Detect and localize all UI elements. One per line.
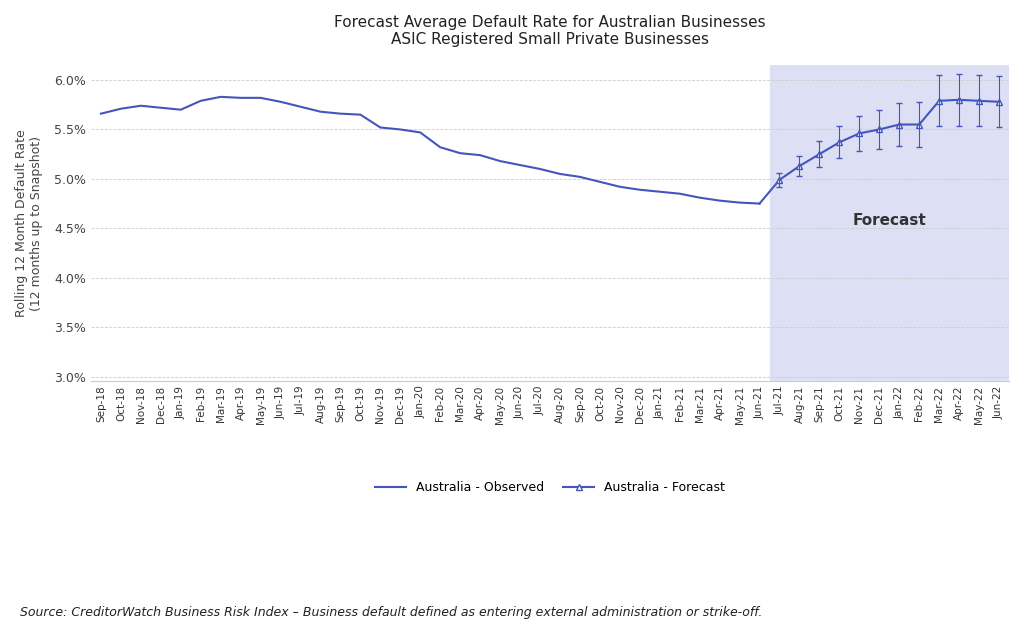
Text: Source: CreditorWatch Business Risk Index – Business default defined as entering: Source: CreditorWatch Business Risk Inde…: [20, 606, 763, 619]
Australia - Observed: [554, 170, 566, 178]
Australia - Observed: [514, 161, 526, 169]
Australia - Observed: [374, 124, 386, 131]
Australia - Observed: [674, 190, 686, 197]
Australia - Observed: [494, 157, 506, 165]
Australia - Observed: [354, 111, 367, 118]
Australia - Forecast: [893, 121, 905, 128]
Title: Forecast Average Default Rate for Australian Businesses
ASIC Registered Small Pr: Forecast Average Default Rate for Austra…: [334, 15, 766, 47]
Australia - Observed: [454, 149, 466, 157]
Australia - Forecast: [933, 97, 945, 104]
Australia - Observed: [254, 94, 266, 101]
Australia - Observed: [594, 178, 606, 185]
Australia - Forecast: [873, 126, 886, 133]
Australia - Observed: [733, 199, 745, 207]
Australia - Forecast: [973, 97, 985, 104]
Australia - Observed: [474, 151, 486, 159]
Bar: [769, 65, 1009, 381]
Australia - Observed: [334, 110, 346, 118]
Australia - Observed: [634, 186, 646, 193]
Australia - Observed: [135, 102, 147, 109]
Legend: Australia - Observed, Australia - Forecast: Australia - Observed, Australia - Foreca…: [370, 476, 730, 499]
Australia - Observed: [394, 126, 407, 133]
Australia - Forecast: [993, 98, 1006, 106]
Australia - Observed: [434, 144, 446, 151]
Australia - Observed: [195, 97, 207, 104]
Australia - Forecast: [913, 121, 926, 128]
Australia - Observed: [95, 110, 108, 118]
Australia - Observed: [714, 197, 726, 205]
Australia - Forecast: [953, 96, 966, 103]
Australia - Observed: [115, 105, 127, 113]
Australia - Forecast: [794, 162, 806, 170]
Australia - Observed: [653, 188, 666, 195]
Australia - Observed: [693, 194, 706, 202]
Text: Forecast: Forecast: [852, 213, 926, 228]
Australia - Forecast: [813, 151, 825, 158]
Australia - Observed: [534, 165, 546, 173]
Australia - Forecast: [773, 176, 785, 183]
Australia - Observed: [234, 94, 247, 101]
Australia - Observed: [215, 93, 227, 101]
Australia - Observed: [314, 108, 327, 116]
Australia - Observed: [294, 103, 306, 111]
Australia - Observed: [414, 129, 426, 136]
Australia - Observed: [274, 98, 287, 106]
Australia - Observed: [573, 173, 586, 180]
Line: Australia - Observed: Australia - Observed: [101, 97, 760, 203]
Y-axis label: Rolling 12 Month Default Rate
(12 months up to Snapshot): Rolling 12 Month Default Rate (12 months…: [15, 129, 43, 317]
Australia - Forecast: [853, 129, 865, 137]
Australia - Observed: [155, 104, 167, 111]
Australia - Observed: [754, 200, 766, 207]
Australia - Forecast: [834, 139, 846, 146]
Australia - Observed: [613, 183, 626, 190]
Line: Australia - Forecast: Australia - Forecast: [777, 97, 1001, 183]
Australia - Observed: [175, 106, 187, 113]
